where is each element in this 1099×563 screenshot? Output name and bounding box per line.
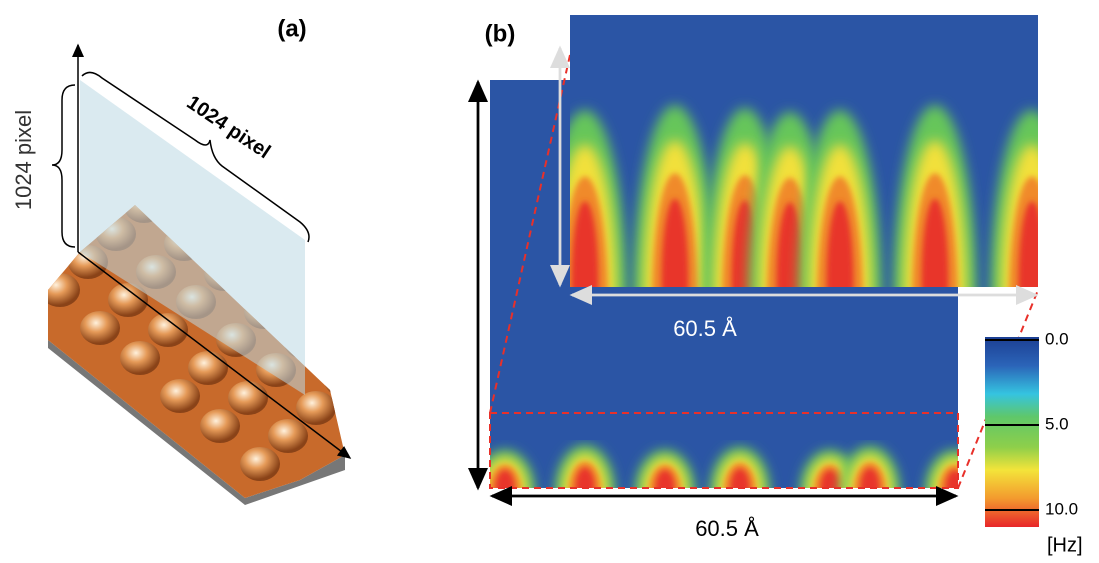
bump [200, 409, 240, 443]
blob [575, 467, 595, 488]
bump [188, 351, 228, 385]
bump [300, 239, 340, 273]
bump [296, 391, 336, 425]
bump [228, 381, 268, 415]
axis-arrow [77, 251, 352, 459]
blob [1018, 201, 1038, 287]
bump [352, 335, 392, 369]
colorbar-tick-label: 5.0 [1045, 414, 1069, 433]
brace [51, 84, 76, 248]
blob [571, 201, 599, 287]
zoom-line [489, 54, 571, 414]
colorbar-tick-label: 10.0 [1045, 499, 1078, 518]
inset-features [570, 105, 1038, 287]
height-label: 1024 pixel [11, 110, 36, 210]
bump [48, 273, 80, 307]
blob [921, 198, 949, 287]
scan-plane [80, 80, 305, 395]
colorbar [985, 337, 1039, 527]
blob [945, 470, 958, 488]
bump [312, 297, 345, 331]
blob [776, 202, 804, 287]
heatmap-strip [490, 445, 958, 488]
colorbar-unit: [Hz] [1047, 534, 1083, 556]
bump [120, 341, 160, 375]
colorbar-ticks: 0.0 5.0 10.0 [985, 329, 1078, 518]
panel-label: (a) [277, 15, 306, 42]
bump [380, 307, 420, 341]
zoom-box [489, 412, 959, 489]
width-label: 1024 pixel [183, 92, 275, 164]
width-label: 60.5 Å [695, 516, 759, 541]
blob [495, 470, 515, 488]
bump [108, 283, 148, 317]
bump [160, 379, 200, 413]
blob [655, 470, 675, 488]
panel-label: (b) [485, 20, 516, 47]
bump [324, 363, 345, 397]
panel-b: (b) 60.5 Å 60.5 Å 0.0 5.0 10.0 [Hz] [468, 15, 1083, 556]
blob [820, 470, 840, 488]
bump [80, 311, 120, 345]
bump [268, 419, 308, 453]
inset-width-label: 60.5 Å [673, 316, 737, 341]
blob [661, 198, 689, 287]
brace [81, 71, 310, 243]
bump [340, 269, 345, 303]
blob [730, 468, 750, 488]
bump [148, 313, 188, 347]
colorbar-tick-label: 0.0 [1045, 329, 1069, 348]
panel-a: (a) 1024 pixel 1024 pixel [11, 15, 420, 505]
bump [240, 447, 280, 481]
blob [860, 468, 880, 488]
blob [826, 201, 854, 287]
